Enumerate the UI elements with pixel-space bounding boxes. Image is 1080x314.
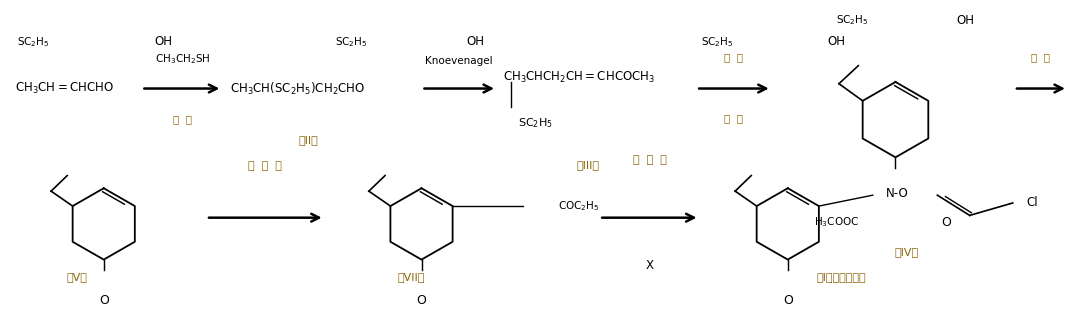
Text: OH: OH xyxy=(827,35,846,48)
Text: $\mathregular{SC_2H_5}$: $\mathregular{SC_2H_5}$ xyxy=(701,35,734,49)
Text: O: O xyxy=(783,294,793,307)
Text: X: X xyxy=(646,259,653,273)
Text: 水  解: 水 解 xyxy=(1031,52,1051,62)
Text: OH: OH xyxy=(467,35,484,48)
Text: $\mathregular{COC_2H_5}$: $\mathregular{COC_2H_5}$ xyxy=(558,199,599,213)
Text: $\mathregular{SC_2H_5}$: $\mathregular{SC_2H_5}$ xyxy=(17,35,50,49)
Text: 成  环: 成 环 xyxy=(725,113,743,123)
Text: （I）（烯草酮）: （I）（烯草酮） xyxy=(816,272,866,282)
Text: $\mathregular{CH_3CH(SC_2H_5)CH_2CHO}$: $\mathregular{CH_3CH(SC_2H_5)CH_2CHO}$ xyxy=(230,80,365,97)
Text: $\mathregular{H_3COOC}$: $\mathregular{H_3COOC}$ xyxy=(813,215,859,229)
Text: 加  成: 加 成 xyxy=(725,52,743,62)
Text: （IV）: （IV） xyxy=(894,247,918,257)
Text: $\mathregular{SC_2H_5}$: $\mathregular{SC_2H_5}$ xyxy=(836,13,868,27)
Text: 加  成: 加 成 xyxy=(173,115,192,125)
Text: （III）: （III） xyxy=(577,160,600,170)
Text: OH: OH xyxy=(957,14,974,27)
Text: O: O xyxy=(941,216,951,229)
Text: N-O: N-O xyxy=(886,187,909,200)
Text: $\mathregular{CH_3CHCH_2CH{=}CHCOCH_3}$: $\mathregular{CH_3CHCH_2CH{=}CHCOCH_3}$ xyxy=(503,70,656,85)
Text: Knoevenagel: Knoevenagel xyxy=(426,56,494,66)
Text: OH: OH xyxy=(154,35,172,48)
Text: O: O xyxy=(98,294,109,307)
Text: （V）: （V） xyxy=(66,272,87,282)
Text: 酯  基  化: 酯 基 化 xyxy=(248,161,282,171)
Text: $\mathregular{SC_2H_5}$: $\mathregular{SC_2H_5}$ xyxy=(335,35,368,49)
Text: $\mathregular{CH_3CH{=}CHCHO}$: $\mathregular{CH_3CH{=}CHCHO}$ xyxy=(15,81,114,96)
Text: O: O xyxy=(417,294,427,307)
Text: （VII）: （VII） xyxy=(397,272,424,282)
Text: 肟  酯  化: 肟 酯 化 xyxy=(633,155,666,165)
Text: $\mathregular{CH_3CH_2SH}$: $\mathregular{CH_3CH_2SH}$ xyxy=(154,52,211,66)
Text: Cl: Cl xyxy=(1026,197,1038,209)
Text: $\mathregular{SC_2H_5}$: $\mathregular{SC_2H_5}$ xyxy=(518,116,553,130)
Text: （II）: （II） xyxy=(298,135,319,145)
